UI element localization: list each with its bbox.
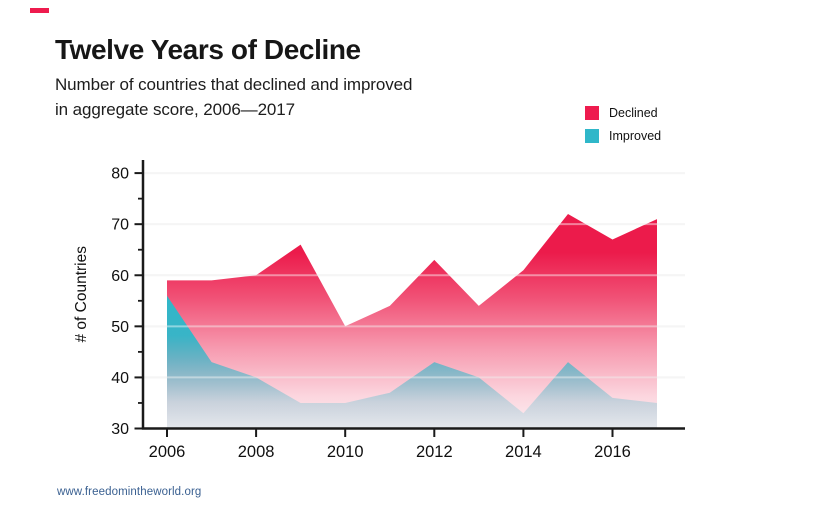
source-url-link[interactable]: www.freedomintheworld.org [57,486,202,498]
x-axis-tick-label: 2014 [505,443,542,461]
x-axis-tick-label: 2008 [238,443,275,461]
improved-area [167,295,657,429]
y-axis-title: # of Countries [73,246,90,343]
legend-item-declined: Declined [585,106,661,120]
x-axis-tick-label: 2016 [594,443,631,461]
y-axis-tick-label: 80 [111,166,129,183]
chart-legend: Declined Improved [585,106,661,152]
legend-label: Declined [609,106,658,120]
y-axis-tick-label: 70 [111,217,129,234]
declined-swatch-icon [585,106,599,120]
brand-accent-dash [30,8,49,13]
legend-label: Improved [609,129,662,143]
x-axis-tick-label: 2006 [149,443,186,461]
y-axis-tick-label: 50 [111,319,129,336]
chart-subtitle: Number of countries that declined and im… [55,72,412,122]
declined-area [167,214,657,429]
y-axis-tick-label: 30 [111,421,129,438]
x-axis-tick-label: 2012 [416,443,453,461]
improved-swatch-icon [585,129,599,143]
y-axis-tick-label: 60 [111,268,129,285]
y-axis-tick-label: 40 [111,370,129,387]
chart-subtitle-line2: in aggregate score, 2006—2017 [55,100,295,119]
legend-item-improved: Improved [585,129,661,143]
chart-subtitle-line1: Number of countries that declined and im… [55,75,413,94]
page-title: Twelve Years of Decline [55,34,361,65]
x-axis-tick-label: 2010 [327,443,364,461]
